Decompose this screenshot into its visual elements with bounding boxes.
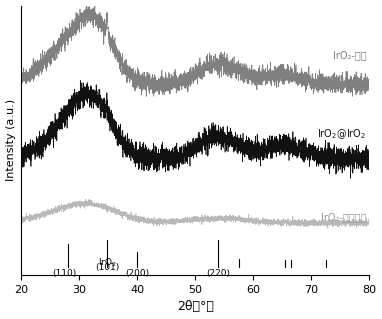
- X-axis label: 2θ（°）: 2θ（°）: [177, 300, 214, 314]
- Text: IrO₂-无定型态: IrO₂-无定型态: [321, 212, 366, 222]
- Text: IrO₂-内核: IrO₂-内核: [333, 50, 366, 60]
- Text: IrO$_2$@IrO$_2$: IrO$_2$@IrO$_2$: [317, 127, 366, 141]
- Text: (220): (220): [206, 269, 230, 278]
- Text: (200): (200): [125, 269, 149, 278]
- Text: IrO$_2$: IrO$_2$: [97, 256, 117, 269]
- Text: (110): (110): [52, 269, 77, 278]
- Text: (101): (101): [95, 263, 119, 272]
- Y-axis label: Intensity (a.u.): Intensity (a.u.): [6, 99, 16, 182]
